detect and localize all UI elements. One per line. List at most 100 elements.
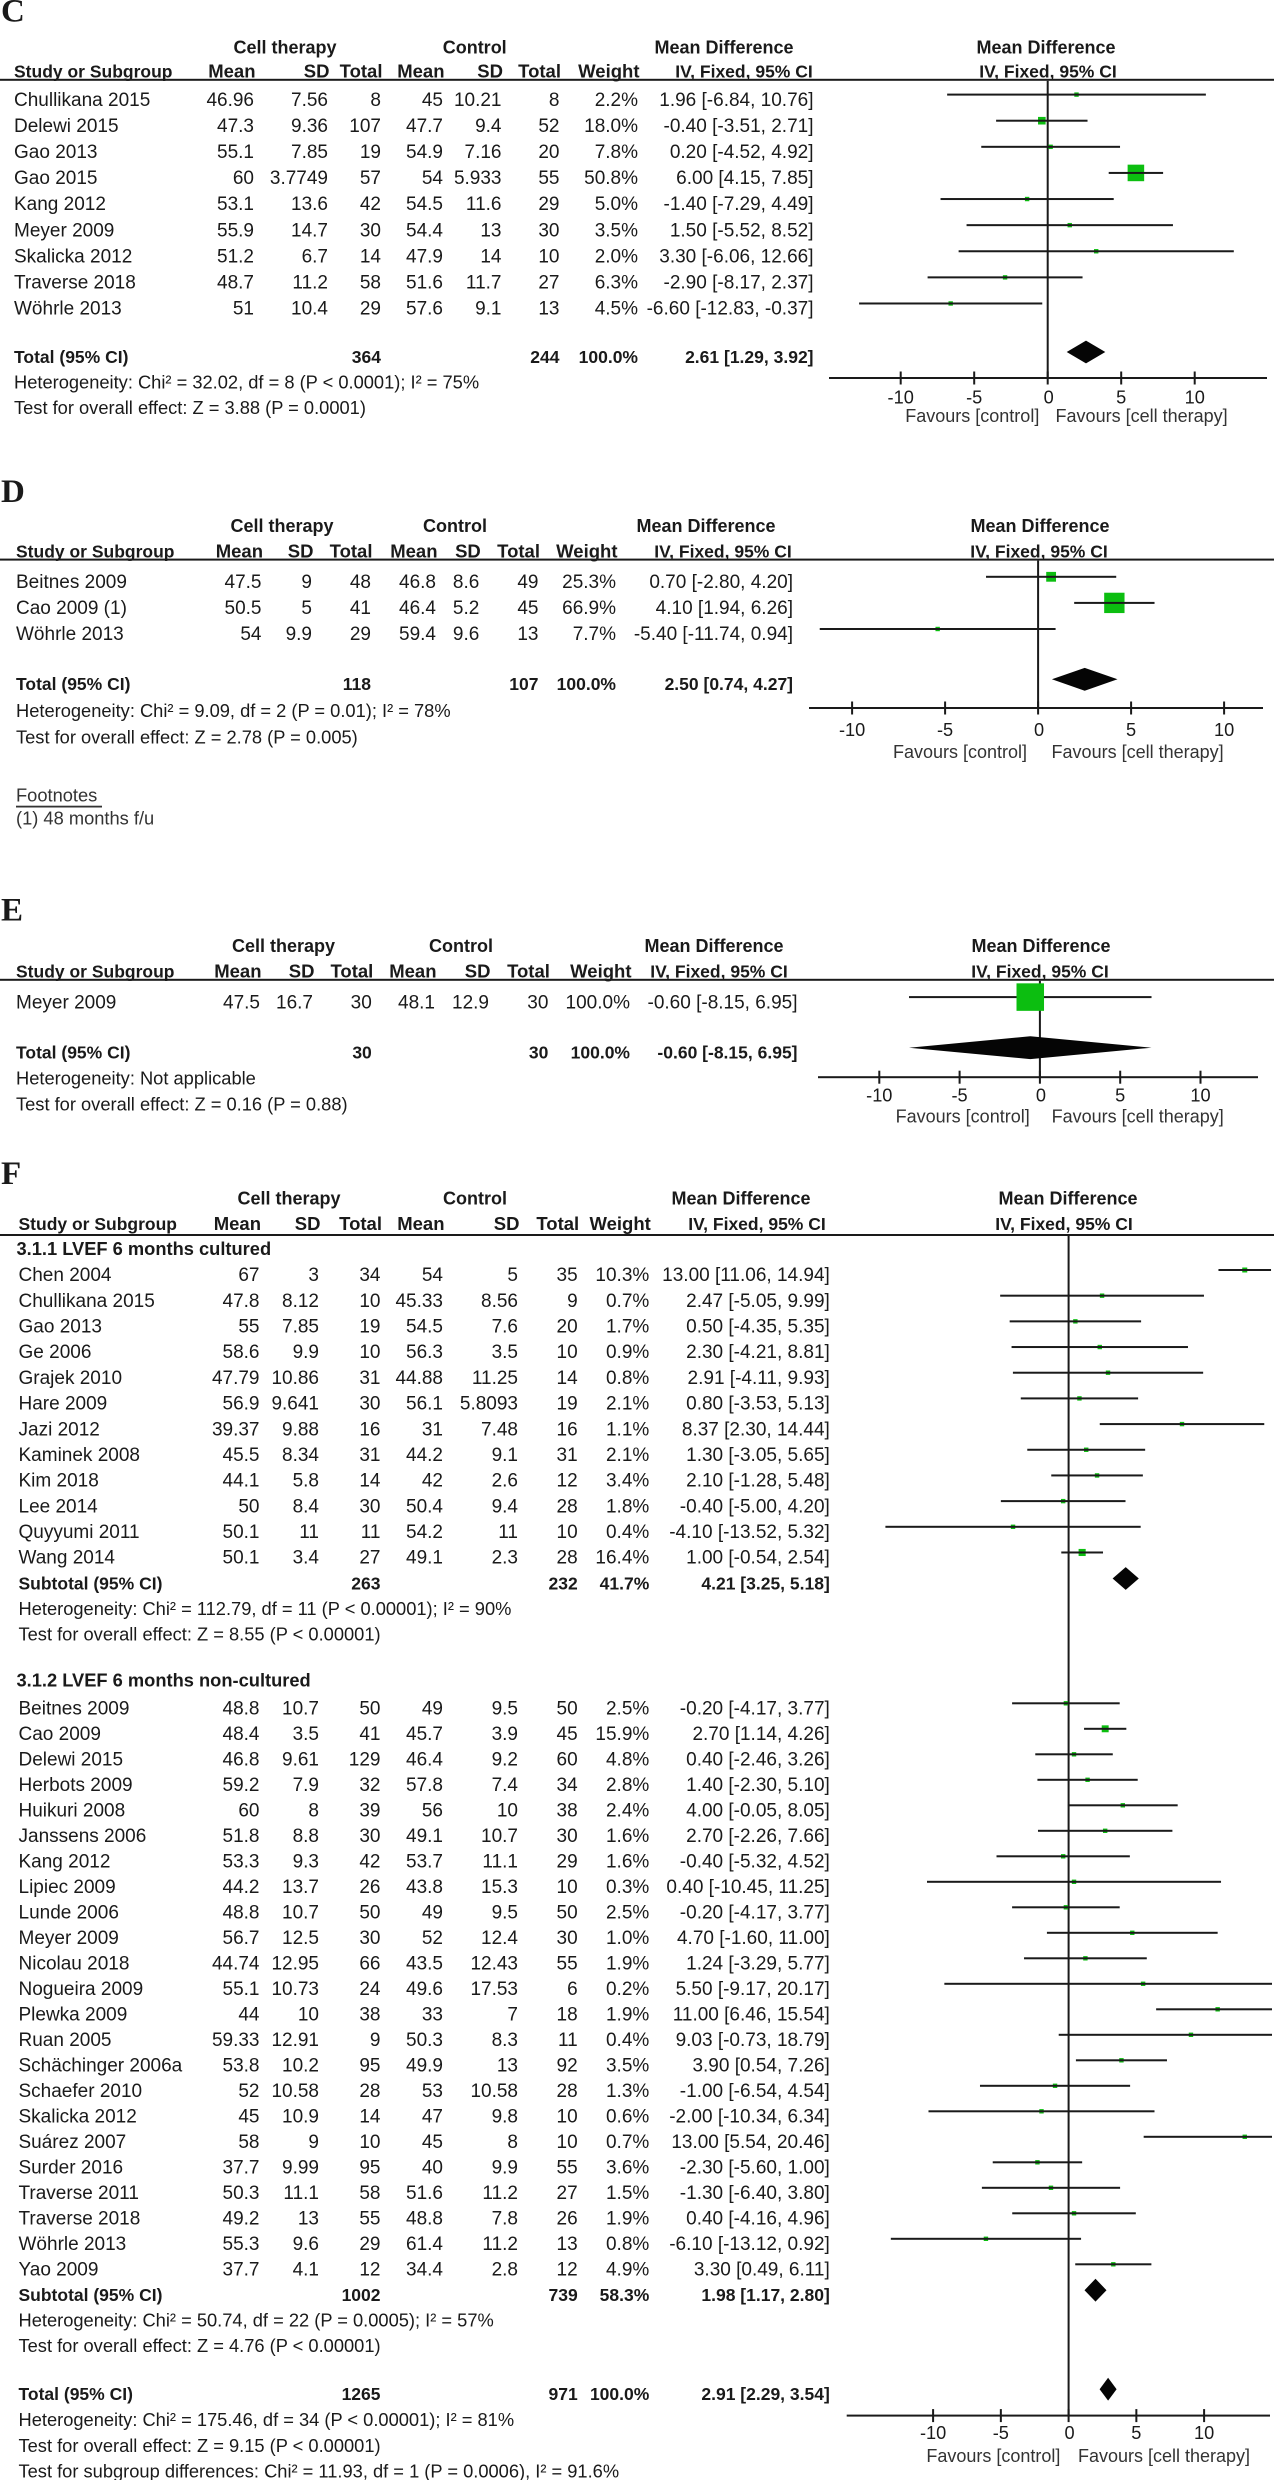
svg-text:2.91 [-4.11, 9.93]: 2.91 [-4.11, 9.93] [688, 1368, 830, 1389]
svg-text:51.6: 51.6 [406, 273, 443, 294]
svg-text:Test for overall effect: Z = 4: Test for overall effect: Z = 4.76 (P < 0… [19, 2335, 381, 2356]
svg-text:3.5: 3.5 [293, 1724, 319, 1745]
svg-text:3.4%: 3.4% [606, 1471, 649, 1492]
svg-text:0.6%: 0.6% [606, 2107, 649, 2128]
svg-text:58.3%: 58.3% [600, 2285, 650, 2305]
svg-text:3.5: 3.5 [492, 1342, 518, 1363]
svg-text:9.8: 9.8 [492, 2107, 518, 2128]
svg-text:11.1: 11.1 [482, 1852, 518, 1873]
svg-text:Ge 2006: Ge 2006 [19, 1342, 92, 1363]
svg-text:9: 9 [301, 572, 312, 593]
svg-text:2.8: 2.8 [492, 2260, 518, 2281]
svg-text:9.3: 9.3 [293, 1852, 319, 1873]
svg-text:Mean: Mean [397, 1213, 444, 1234]
svg-text:10: 10 [359, 2132, 380, 2153]
svg-text:1.7%: 1.7% [606, 1317, 649, 1338]
svg-text:2.2%: 2.2% [595, 90, 638, 111]
svg-text:54: 54 [422, 168, 444, 189]
svg-text:6.7: 6.7 [302, 247, 328, 268]
svg-text:50.1: 50.1 [223, 1548, 260, 1569]
svg-text:739: 739 [548, 2285, 577, 2305]
svg-text:34: 34 [557, 1775, 579, 1796]
svg-text:10.9: 10.9 [282, 2107, 319, 2128]
svg-text:28: 28 [557, 1548, 578, 1569]
svg-text:SD: SD [289, 961, 315, 982]
svg-text:48.1: 48.1 [398, 992, 435, 1013]
svg-text:Delewi 2015: Delewi 2015 [19, 1750, 124, 1771]
svg-text:Favours [cell therapy]: Favours [cell therapy] [1052, 742, 1224, 762]
svg-text:5.50 [-9.17, 20.17]: 5.50 [-9.17, 20.17] [676, 1979, 830, 2000]
svg-text:42: 42 [360, 194, 381, 215]
svg-text:2.50 [0.74, 4.27]: 2.50 [0.74, 4.27] [665, 674, 793, 694]
svg-text:0.3%: 0.3% [606, 1877, 649, 1898]
svg-text:Total: Total [340, 61, 383, 82]
svg-text:SD: SD [295, 1213, 321, 1234]
svg-text:53.7: 53.7 [406, 1852, 443, 1873]
svg-text:12.9: 12.9 [452, 992, 489, 1013]
svg-text:Skalicka 2012: Skalicka 2012 [14, 247, 132, 268]
svg-text:7.56: 7.56 [291, 90, 328, 111]
svg-text:10: 10 [557, 1522, 578, 1543]
svg-text:Mean: Mean [216, 541, 263, 562]
svg-text:Heterogeneity: Not applicable: Heterogeneity: Not applicable [16, 1067, 256, 1088]
svg-text:8.37 [2.30, 14.44]: 8.37 [2.30, 14.44] [682, 1419, 830, 1440]
svg-text:-5: -5 [952, 1086, 968, 1106]
svg-text:Plewka 2009: Plewka 2009 [19, 2005, 128, 2026]
svg-text:-1.00 [-6.54, 4.54]: -1.00 [-6.54, 4.54] [680, 2081, 830, 2102]
svg-text:-1.30 [-6.40, 3.80]: -1.30 [-6.40, 3.80] [680, 2183, 830, 2204]
svg-text:14: 14 [359, 2107, 381, 2128]
svg-text:2.70 [-2.26, 7.66]: 2.70 [-2.26, 7.66] [686, 1826, 830, 1847]
svg-text:8.4: 8.4 [293, 1496, 320, 1517]
svg-text:Favours [control]: Favours [control] [893, 742, 1027, 762]
svg-text:7.8%: 7.8% [595, 142, 638, 163]
svg-text:41: 41 [359, 1724, 380, 1745]
svg-text:53.3: 53.3 [223, 1852, 260, 1873]
svg-text:10: 10 [359, 1291, 380, 1312]
svg-text:11.1: 11.1 [283, 2183, 319, 2204]
svg-text:44.74: 44.74 [212, 1954, 260, 1975]
svg-text:19: 19 [360, 142, 381, 163]
svg-text:5: 5 [1116, 387, 1126, 407]
svg-text:49.9: 49.9 [406, 2056, 443, 2077]
svg-text:44.88: 44.88 [395, 1368, 443, 1389]
svg-text:9.6: 9.6 [453, 624, 479, 645]
svg-text:Subtotal (95% CI): Subtotal (95% CI) [19, 1573, 163, 1593]
svg-text:10: 10 [557, 2132, 578, 2153]
svg-text:49.1: 49.1 [406, 1826, 443, 1847]
svg-text:7.85: 7.85 [291, 142, 328, 163]
svg-text:12: 12 [557, 1471, 578, 1492]
svg-text:67: 67 [238, 1265, 259, 1286]
svg-text:3.1.2 LVEF 6 months non-cultur: 3.1.2 LVEF 6 months non-cultured [17, 1670, 311, 1691]
svg-text:9.9: 9.9 [286, 624, 312, 645]
svg-text:55.3: 55.3 [223, 2234, 260, 2255]
svg-text:1.8%: 1.8% [606, 1496, 649, 1517]
svg-text:Traverse 2011: Traverse 2011 [19, 2183, 139, 2204]
svg-text:48: 48 [350, 572, 371, 593]
svg-text:IV, Fixed, 95% CI: IV, Fixed, 95% CI [654, 542, 791, 562]
svg-text:10: 10 [1190, 1086, 1210, 1106]
svg-text:0: 0 [1044, 387, 1054, 407]
svg-text:2.4%: 2.4% [606, 1801, 649, 1822]
svg-text:14: 14 [360, 247, 382, 268]
svg-text:48.8: 48.8 [223, 1903, 260, 1924]
svg-text:49.6: 49.6 [406, 1979, 443, 2000]
svg-text:Test for overall effect: Z = 0: Test for overall effect: Z = 0.16 (P = 0… [16, 1093, 348, 1114]
svg-text:Study or Subgroup: Study or Subgroup [16, 962, 174, 982]
svg-text:20: 20 [538, 142, 559, 163]
svg-text:5: 5 [1115, 1086, 1125, 1106]
svg-text:4.9%: 4.9% [606, 2260, 649, 2281]
svg-text:28: 28 [557, 2081, 578, 2102]
svg-text:Huikuri 2008: Huikuri 2008 [19, 1801, 126, 1822]
svg-text:54: 54 [422, 1265, 444, 1286]
svg-text:12.91: 12.91 [271, 2030, 319, 2051]
svg-text:IV, Fixed, 95% CI: IV, Fixed, 95% CI [995, 1214, 1132, 1234]
svg-text:9.9: 9.9 [492, 2158, 518, 2179]
svg-text:11: 11 [299, 1522, 319, 1543]
svg-text:13.7: 13.7 [282, 1877, 319, 1898]
svg-text:51.8: 51.8 [223, 1826, 260, 1847]
svg-text:29: 29 [359, 2234, 380, 2255]
svg-text:12: 12 [557, 2260, 578, 2281]
svg-text:20: 20 [557, 1317, 578, 1338]
svg-text:Cao 2009: Cao 2009 [19, 1724, 101, 1745]
svg-text:Mean Difference: Mean Difference [644, 936, 783, 956]
